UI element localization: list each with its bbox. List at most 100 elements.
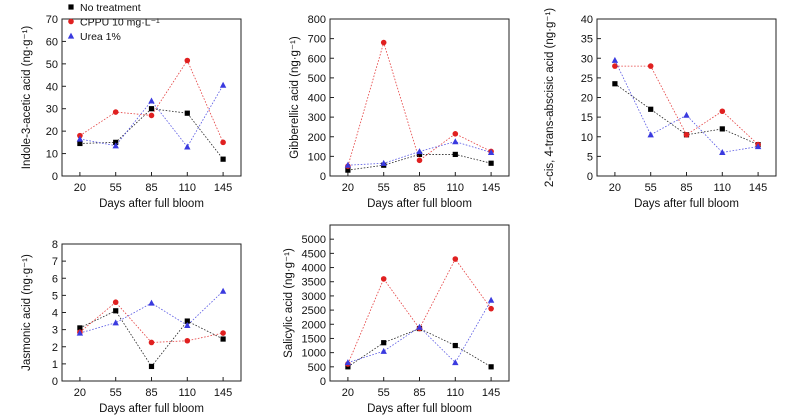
y-tick-label: 4500 [302, 248, 326, 260]
data-point [380, 347, 387, 354]
y-tick-label: 50 [46, 59, 58, 71]
data-point [416, 157, 423, 164]
data-point [112, 299, 119, 306]
data-point [184, 57, 191, 64]
x-tick-label: 110 [179, 387, 197, 399]
x-tick-label: 55 [110, 182, 122, 194]
legend-label: Urea 1% [80, 31, 121, 43]
data-point [452, 151, 458, 158]
y-tick-label: 30 [46, 104, 58, 116]
x-tick-label: 85 [145, 182, 157, 194]
series-line-1 [79, 108, 224, 160]
data-point [148, 339, 155, 346]
data-point [220, 156, 226, 162]
data-point [452, 131, 459, 137]
data-point [220, 139, 226, 146]
data-point [112, 142, 119, 149]
y-tick-label: 2500 [302, 305, 326, 317]
series-line-2 [79, 301, 224, 343]
data-point [184, 321, 191, 328]
data-point [488, 160, 494, 166]
series-line-3 [347, 299, 492, 364]
y-tick-label: 60 [46, 36, 58, 48]
data-point [148, 112, 155, 119]
data-point [76, 329, 84, 336]
y-tick-label: 25 [581, 73, 593, 85]
series-line-1 [347, 328, 492, 368]
y-tick-label: 1000 [302, 348, 326, 360]
y-tick-label: 200 [308, 132, 326, 144]
data-point [612, 63, 618, 69]
y-tick-label: 20 [581, 93, 593, 105]
y-tick-label: 40 [581, 14, 593, 26]
data-point [77, 325, 83, 331]
x-tick-label: 85 [413, 387, 425, 399]
x-tick-label: 110 [447, 387, 465, 399]
data-point [220, 336, 226, 342]
data-point [184, 110, 190, 116]
y-tick-label: 700 [308, 34, 326, 46]
data-point [184, 143, 191, 150]
y-tick-label: 3500 [302, 277, 326, 289]
x-tick-label: 20 [74, 387, 86, 399]
data-point [416, 151, 423, 158]
y-tick-label: 100 [308, 151, 326, 163]
y-axis-label: Gibberellic acid (ng·g⁻¹) [289, 36, 301, 159]
data-point [148, 97, 155, 104]
data-point [452, 359, 459, 366]
y-tick-label: 400 [308, 93, 326, 105]
chart-panel-1: 0 10 20 30 40 50 60 70 20 55 85 110 145 Days after fu… [21, 14, 242, 210]
data-point [345, 364, 351, 370]
x-axis-label: Days after full bloom [634, 198, 739, 210]
x-tick-label: 85 [680, 182, 692, 194]
y-tick-label: 5 [52, 290, 58, 302]
data-point [719, 108, 726, 115]
x-tick-label: 55 [645, 182, 657, 194]
x-axis-label: Days after full bloom [367, 198, 472, 210]
data-point [380, 276, 387, 282]
data-point [184, 337, 191, 344]
x-axis-label: Days after full bloom [367, 403, 472, 415]
x-tick-label: 55 [110, 387, 122, 399]
series-line-3 [347, 141, 492, 166]
data-point [754, 143, 762, 150]
data-point [488, 305, 494, 312]
data-point [219, 287, 227, 294]
data-point [112, 319, 119, 326]
y-axis-label: Jasmonic acid (ng·g⁻¹) [21, 254, 33, 371]
chart-panel-5: 0 500 1000 1500 2000 2500 3000 3500 4000 4500 5000… [283, 224, 510, 415]
y-tick-label: 800 [308, 14, 326, 26]
data-point [112, 109, 119, 115]
series-line-3 [614, 60, 759, 153]
y-tick-label: 0 [52, 376, 58, 388]
data-point [148, 363, 155, 370]
chart-panel-4: 0 1 2 3 4 5 6 7 8 20 55 85 110 145 Days after full blo… [21, 239, 242, 415]
legend-marker-circle [68, 18, 74, 25]
data-point [220, 330, 226, 336]
y-tick-label: 30 [581, 53, 593, 65]
x-tick-label: 145 [482, 387, 500, 399]
data-point [184, 318, 190, 324]
x-tick-label: 145 [214, 387, 232, 399]
y-tick-label: 35 [581, 34, 593, 46]
series-line-2 [79, 59, 224, 143]
y-tick-label: 4 [52, 308, 58, 320]
data-point [381, 340, 387, 346]
data-point [416, 323, 423, 330]
data-point [487, 149, 495, 156]
y-tick-label: 8 [52, 239, 58, 251]
legend-label: CPPU 10 mg·L⁻¹ [80, 17, 160, 29]
data-point [344, 161, 352, 168]
y-tick-label: 300 [308, 112, 326, 124]
y-tick-label: 10 [46, 149, 58, 161]
y-tick-label: 10 [581, 132, 593, 144]
y-tick-label: 2 [52, 342, 58, 354]
data-point [683, 111, 690, 118]
y-tick-label: 15 [581, 112, 593, 124]
data-point [683, 131, 690, 138]
data-point [611, 56, 619, 63]
x-tick-label: 85 [145, 387, 157, 399]
x-tick-label: 20 [74, 182, 86, 194]
y-tick-label: 0 [587, 171, 593, 183]
